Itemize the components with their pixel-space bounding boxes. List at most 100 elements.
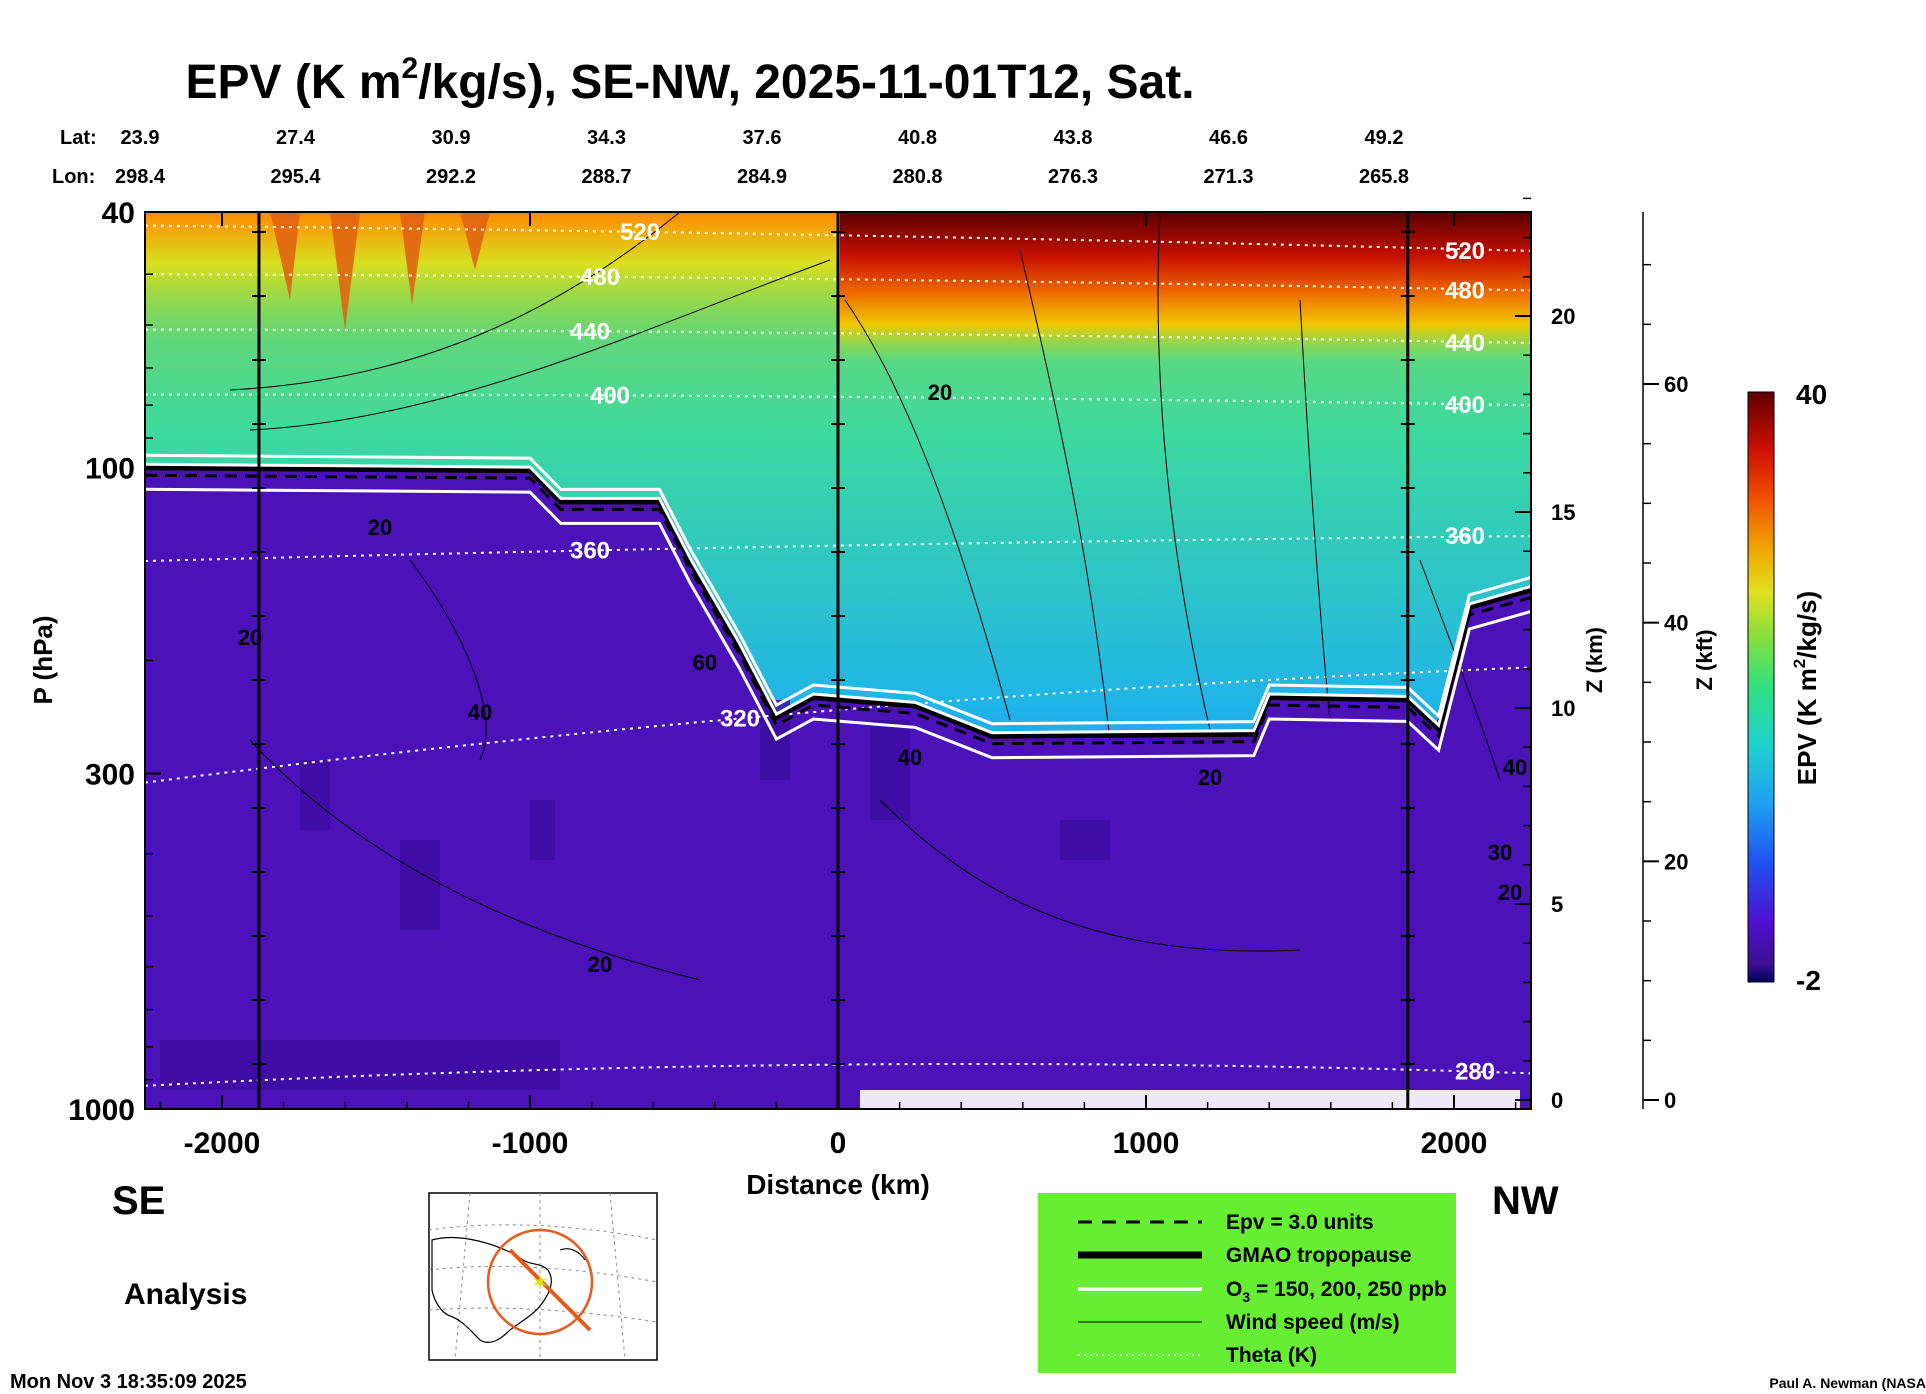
x-axis: -2000 -1000 0 1000 2000	[159, 212, 1517, 1160]
theta-label-320: 320	[720, 705, 760, 732]
legend: Epv = 3.0 units GMAO tropopause O3 = 150…	[1038, 1193, 1456, 1373]
theta-label-280: 280	[1455, 1059, 1495, 1086]
wind-speed-label: 20	[368, 515, 392, 540]
nw-upper-high-epv	[840, 212, 1531, 362]
legend-ozone-label: O3 = 150, 200, 250 ppb	[1226, 1278, 1447, 1305]
z-kft-tick-label: 40	[1664, 611, 1688, 636]
lat-value: 30.9	[432, 127, 471, 149]
lat-value: 34.3	[587, 127, 626, 149]
lon-value: 295.4	[270, 166, 321, 188]
lat-row-label: Lat:	[60, 127, 97, 149]
legend-tropopause-label: GMAO tropopause	[1226, 1244, 1412, 1267]
z-kft-axis-label: Z (kft)	[1692, 629, 1717, 690]
theta-label-480: 480	[580, 264, 620, 291]
x-tick-label: -1000	[492, 1127, 569, 1160]
x-tick-label: -2000	[184, 1127, 261, 1160]
lat-value: 40.8	[898, 127, 937, 149]
z-km-tick-label: 15	[1551, 500, 1575, 525]
lat-value: 27.4	[276, 127, 316, 149]
theta-label-nw-400: 400	[1445, 392, 1485, 419]
colorbar-min-label: -2	[1796, 965, 1821, 996]
se-upper-high-epv	[145, 212, 845, 342]
lat-values: 23.9 27.4 30.9 34.3 37.6 40.8 43.8 46.6 49.2	[121, 127, 1404, 149]
theta-label-nw-520: 520	[1445, 238, 1485, 265]
p-tick-label: 1000	[68, 1094, 135, 1127]
wind-speed-label: 40	[898, 745, 922, 770]
x-tick-label: 1000	[1113, 1127, 1180, 1160]
theta-label-520: 520	[620, 219, 660, 246]
lon-value: 271.3	[1203, 166, 1253, 188]
section-markers	[251, 212, 1415, 1109]
theta-label-nw-440: 440	[1445, 330, 1485, 357]
analysis-label: Analysis	[124, 1278, 247, 1311]
lon-value: 284.9	[737, 166, 787, 188]
x-axis-label: Distance (km)	[746, 1169, 930, 1200]
credit: Paul A. Newman (NASA	[1769, 1375, 1926, 1391]
wind-speed-label: 40	[1503, 755, 1527, 780]
lat-value: 49.2	[1365, 127, 1404, 149]
ozone-150-line	[145, 453, 1531, 726]
z-km-tick-label: 20	[1551, 304, 1575, 329]
ground-mask	[860, 1090, 1520, 1109]
theta-label-360: 360	[570, 537, 610, 564]
center-star-icon: ✶	[531, 1270, 549, 1295]
z-km-tick-label: 10	[1551, 696, 1575, 721]
region-se-label: SE	[112, 1179, 165, 1223]
lat-value: 43.8	[1054, 127, 1093, 149]
z-km-axis: 0 5 10 15 20	[1515, 197, 1575, 1113]
pressure-axis: 40 100 300 1000	[68, 197, 161, 1127]
wind-speed-label: 20	[1198, 765, 1222, 790]
wind-speed-label: 20	[928, 380, 952, 405]
wind-speed-label: 20	[1498, 880, 1522, 905]
wind-speed-contours	[229, 212, 1501, 981]
lat-value: 46.6	[1209, 127, 1248, 149]
z-km-axis-label: Z (km)	[1582, 627, 1607, 693]
wind-speed-label: 30	[1488, 840, 1512, 865]
legend-wind-label: Wind speed (m/s)	[1226, 1311, 1400, 1334]
lon-value: 298.4	[115, 166, 166, 188]
z-km-tick-label: 0	[1551, 1088, 1563, 1113]
lon-value: 280.8	[892, 166, 942, 188]
x-tick-label: 2000	[1421, 1127, 1488, 1160]
theta-label-nw-480: 480	[1445, 277, 1485, 304]
y-axis-label: P (hPa)	[28, 615, 58, 704]
lat-value: 23.9	[121, 127, 160, 149]
chart-title: EPV (K m2/kg/s), SE-NW, 2025-11-01T12, S…	[185, 52, 1194, 109]
ozone-250-line	[145, 487, 1531, 760]
x-tick-label: 0	[830, 1127, 847, 1160]
ozone-200-line	[145, 462, 1531, 735]
epv-3-units-line	[145, 473, 1531, 746]
z-kft-tick-label: 20	[1664, 849, 1688, 874]
section-path-line	[508, 1248, 592, 1332]
lon-value: 288.7	[581, 166, 631, 188]
p-tick-label: 40	[102, 197, 135, 230]
inset-map: ✶	[428, 1192, 658, 1361]
lon-value: 265.8	[1359, 166, 1409, 188]
p-tick-label: 100	[85, 452, 135, 485]
gmao-tropopause-line	[145, 464, 1531, 739]
lon-row-label: Lon:	[52, 166, 95, 188]
colorbar-max-label: 40	[1796, 379, 1827, 410]
lon-value: 276.3	[1048, 166, 1098, 188]
region-nw-label: NW	[1492, 1179, 1559, 1223]
wind-speed-label: 40	[468, 700, 492, 725]
lon-values: 298.4 295.4 292.2 288.7 284.9 280.8 276.3 271.3…	[115, 166, 1409, 188]
p-tick-label: 300	[85, 758, 135, 791]
z-kft-tick-label: 60	[1664, 372, 1688, 397]
wind-speed-label: 60	[693, 650, 717, 675]
wind-speed-label: 20	[588, 952, 612, 977]
z-kft-tick-label: 0	[1664, 1088, 1676, 1113]
theta-label-400: 400	[590, 382, 630, 409]
lat-value: 37.6	[743, 127, 782, 149]
legend-theta-label: Theta (K)	[1226, 1344, 1317, 1367]
colorbar	[1747, 391, 1775, 983]
colorbar-label: EPV (K m2/kg/s)	[1790, 591, 1822, 785]
theta-label-nw-360: 360	[1445, 523, 1485, 550]
z-kft-axis: 0 20 40 60	[1642, 212, 1688, 1113]
timestamp: Mon Nov 3 18:35:09 2025	[10, 1371, 247, 1393]
se-high-epv-plumes	[270, 212, 490, 330]
z-km-tick-label: 5	[1551, 892, 1563, 917]
